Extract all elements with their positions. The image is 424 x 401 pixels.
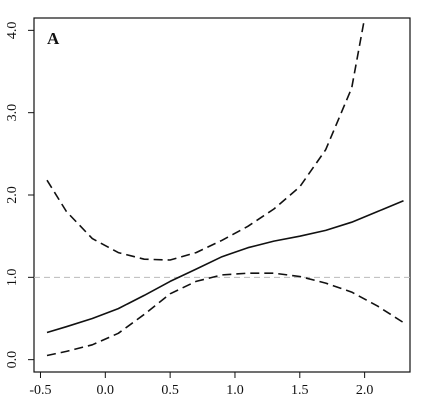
series-line-1 — [46, 17, 366, 261]
x-tick-label: 1.0 — [226, 383, 244, 398]
series-group — [46, 17, 404, 357]
y-tick-label: 1.0 — [5, 269, 20, 287]
x-tick-label: -0.5 — [29, 383, 51, 398]
y-tick-label: 0.0 — [5, 351, 20, 369]
panel-label: A — [47, 29, 60, 48]
x-tick-label: 1.5 — [291, 383, 309, 398]
y-axis: 0.0 1.0 2.0 3.0 4.0 — [5, 22, 34, 369]
series-line-0 — [46, 200, 404, 334]
y-tick-label: 2.0 — [5, 186, 20, 204]
x-tick-label: 2.0 — [356, 383, 374, 398]
series-line-2 — [46, 272, 404, 357]
x-tick-label: 0.5 — [161, 383, 179, 398]
x-tick-label: 0.0 — [97, 383, 115, 398]
y-tick-label: 4.0 — [5, 22, 20, 40]
y-tick-label: 3.0 — [5, 104, 20, 122]
x-axis: -0.5 0.0 0.5 1.0 1.5 2.0 — [29, 372, 373, 398]
